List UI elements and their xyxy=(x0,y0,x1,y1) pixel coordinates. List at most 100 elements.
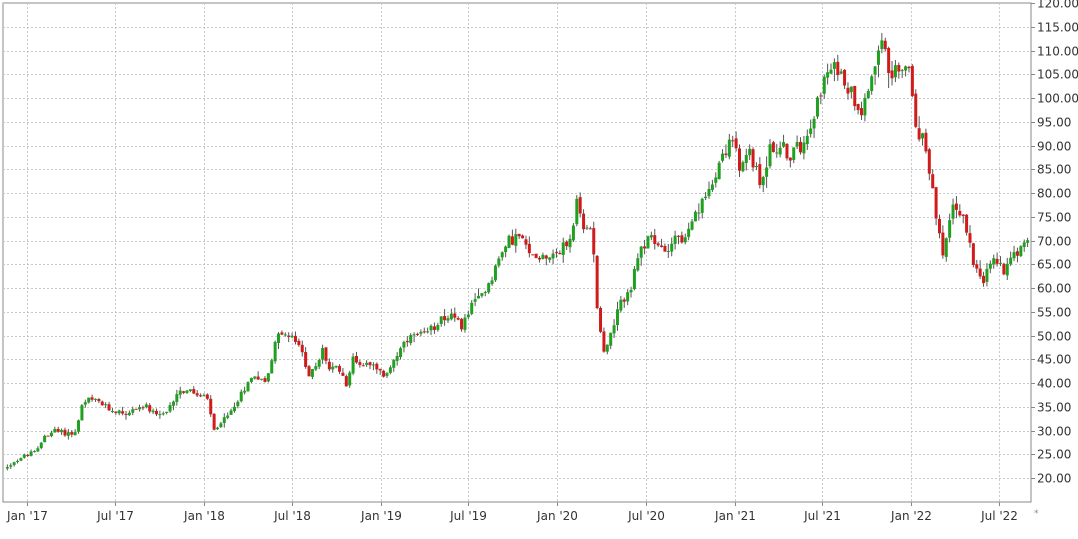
candle-body xyxy=(541,254,545,259)
candle-body xyxy=(171,401,175,406)
candle-down xyxy=(354,351,358,364)
candle-up xyxy=(5,464,9,471)
candle-body xyxy=(127,412,131,416)
candle-body xyxy=(626,292,630,302)
candle-up xyxy=(683,233,687,245)
candle-body xyxy=(178,390,182,395)
candle-down xyxy=(256,371,260,380)
candle-down xyxy=(287,332,291,343)
candle-up xyxy=(270,358,274,374)
candle-body xyxy=(307,366,311,377)
candle-down xyxy=(192,386,196,395)
candle-body xyxy=(365,362,369,365)
candle-body xyxy=(788,157,792,161)
candle-body xyxy=(931,174,935,189)
candle-up xyxy=(612,319,616,339)
candle-body xyxy=(646,236,650,249)
y-tick-label: 90.00 xyxy=(1037,140,1071,154)
candle-body xyxy=(632,269,636,290)
candle-body xyxy=(792,147,796,161)
candle-body xyxy=(53,428,57,433)
candle-body xyxy=(819,95,823,97)
candle-down xyxy=(890,60,894,86)
candle-up xyxy=(639,245,643,266)
candle-body xyxy=(982,275,986,284)
candle-body xyxy=(944,238,948,257)
candle-down xyxy=(785,143,789,161)
candle-body xyxy=(324,347,328,361)
candle-up xyxy=(805,129,809,150)
candle-up xyxy=(697,203,701,221)
candle-body xyxy=(446,318,450,321)
candle-body xyxy=(216,427,220,430)
candle-body xyxy=(497,258,501,266)
candle-body xyxy=(5,467,9,469)
candle-down xyxy=(799,137,803,155)
candle-up xyxy=(110,408,114,414)
candle-up xyxy=(429,324,433,336)
candle-up xyxy=(175,389,179,406)
candle-body xyxy=(246,382,250,392)
candle-body xyxy=(243,390,247,393)
candle-up xyxy=(470,300,474,316)
candle-body xyxy=(43,435,47,443)
candle-down xyxy=(544,254,548,266)
candle-body xyxy=(310,368,314,377)
candle-body xyxy=(866,90,870,99)
candle-body xyxy=(565,241,569,247)
candle-body xyxy=(317,359,321,367)
y-tick-label: 45.00 xyxy=(1037,353,1071,367)
candle-body xyxy=(758,164,762,185)
candle-up xyxy=(792,147,796,164)
candle-up xyxy=(490,276,494,286)
candle-body xyxy=(771,142,775,153)
candle-body xyxy=(900,70,904,72)
candle-body xyxy=(375,363,379,370)
candle-up xyxy=(168,402,172,413)
candle-body xyxy=(158,414,162,416)
candle-up xyxy=(761,175,765,193)
candle-up xyxy=(419,329,423,337)
candle-body xyxy=(924,132,928,152)
candle-body xyxy=(263,378,267,382)
y-tick-label: 50.00 xyxy=(1037,330,1071,344)
candle-down xyxy=(63,427,67,437)
candle-body xyxy=(280,332,284,335)
candle-body xyxy=(521,235,525,239)
candle-up xyxy=(144,402,148,409)
candle-up xyxy=(636,253,640,272)
candle-down xyxy=(602,327,606,353)
candle-body xyxy=(853,85,857,107)
candle-body xyxy=(683,237,687,243)
candle-up xyxy=(331,362,335,373)
candle-body xyxy=(161,413,165,415)
candle-up xyxy=(483,290,487,297)
candle-body xyxy=(782,142,786,147)
candle-down xyxy=(361,363,365,367)
candle-body xyxy=(507,235,511,248)
candle-up xyxy=(1009,251,1013,267)
candle-body xyxy=(260,378,264,380)
candle-body xyxy=(538,257,542,260)
candle-up xyxy=(629,286,633,298)
candle-body xyxy=(463,317,467,330)
candle-body xyxy=(49,432,53,437)
candle-up xyxy=(392,358,396,372)
candle-body xyxy=(239,391,243,402)
candle-body xyxy=(493,265,497,281)
candle-body xyxy=(734,138,738,149)
candle-body xyxy=(860,108,864,116)
candle-up xyxy=(673,230,677,250)
candle-up xyxy=(849,86,853,99)
candle-down xyxy=(975,259,979,273)
candle-down xyxy=(995,252,999,267)
candle-down xyxy=(415,332,419,336)
candle-down xyxy=(565,240,569,251)
candle-up xyxy=(721,149,725,163)
candle-body xyxy=(354,355,358,363)
candle-up xyxy=(551,249,555,265)
candle-body xyxy=(890,70,894,79)
candle-up xyxy=(609,332,613,350)
candle-down xyxy=(860,101,864,121)
candle-body xyxy=(205,394,209,399)
